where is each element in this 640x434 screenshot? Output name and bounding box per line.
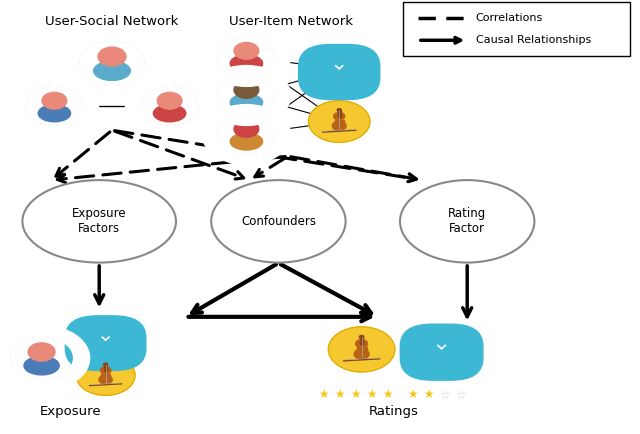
- Bar: [335, 120, 344, 123]
- Circle shape: [308, 101, 370, 142]
- Text: Exposure: Exposure: [40, 404, 101, 418]
- Wedge shape: [202, 26, 291, 86]
- Text: Ratings: Ratings: [369, 404, 419, 418]
- Wedge shape: [202, 66, 291, 125]
- Bar: [356, 347, 367, 352]
- Circle shape: [217, 115, 276, 155]
- FancyBboxPatch shape: [403, 2, 630, 56]
- Circle shape: [76, 321, 135, 361]
- Circle shape: [308, 49, 370, 90]
- Circle shape: [234, 121, 259, 137]
- Wedge shape: [0, 326, 90, 391]
- Circle shape: [42, 92, 67, 109]
- Circle shape: [217, 76, 276, 115]
- Circle shape: [408, 327, 475, 372]
- Ellipse shape: [356, 340, 367, 348]
- Text: ★: ★: [350, 388, 360, 401]
- Polygon shape: [451, 348, 458, 355]
- Circle shape: [140, 86, 199, 126]
- Bar: [104, 365, 107, 371]
- Wedge shape: [202, 105, 291, 164]
- Circle shape: [104, 363, 108, 366]
- Text: Correlations: Correlations: [476, 13, 543, 23]
- Ellipse shape: [99, 375, 112, 384]
- Ellipse shape: [230, 133, 262, 150]
- Polygon shape: [425, 348, 432, 355]
- Circle shape: [360, 335, 364, 339]
- Circle shape: [217, 36, 276, 76]
- Circle shape: [337, 108, 341, 112]
- Text: Rating
Factor: Rating Factor: [448, 207, 486, 235]
- Ellipse shape: [332, 121, 346, 131]
- Polygon shape: [324, 68, 331, 75]
- Text: ★: ★: [382, 388, 392, 401]
- Ellipse shape: [354, 349, 369, 359]
- Circle shape: [25, 86, 84, 126]
- Ellipse shape: [100, 367, 111, 374]
- Wedge shape: [125, 76, 214, 136]
- Circle shape: [79, 40, 145, 85]
- FancyBboxPatch shape: [299, 45, 380, 99]
- Text: ★: ★: [424, 388, 434, 401]
- Polygon shape: [114, 339, 120, 345]
- Ellipse shape: [24, 356, 60, 375]
- Text: ☆: ☆: [440, 388, 450, 401]
- Circle shape: [157, 92, 182, 109]
- Text: ★: ★: [318, 388, 328, 401]
- Text: Exposure
Factors: Exposure Factors: [72, 207, 127, 235]
- Circle shape: [234, 43, 259, 59]
- FancyBboxPatch shape: [65, 316, 146, 371]
- Ellipse shape: [38, 105, 70, 122]
- Ellipse shape: [154, 105, 186, 122]
- Circle shape: [234, 82, 259, 98]
- Text: User-Item Network: User-Item Network: [229, 15, 353, 28]
- Ellipse shape: [93, 61, 131, 80]
- Bar: [360, 337, 364, 344]
- Text: ★: ★: [334, 388, 344, 401]
- Bar: [337, 110, 341, 117]
- Circle shape: [10, 336, 74, 380]
- Circle shape: [328, 327, 395, 372]
- Circle shape: [76, 355, 135, 395]
- Ellipse shape: [22, 180, 176, 263]
- Wedge shape: [10, 76, 99, 136]
- Ellipse shape: [230, 94, 262, 111]
- Circle shape: [98, 47, 126, 66]
- Ellipse shape: [230, 55, 262, 72]
- Text: User-Social Network: User-Social Network: [45, 15, 179, 28]
- Ellipse shape: [211, 180, 346, 263]
- Bar: [101, 374, 110, 377]
- Text: ☆: ☆: [456, 388, 466, 401]
- Ellipse shape: [400, 180, 534, 263]
- Text: ★: ★: [366, 388, 376, 401]
- Text: Confounders: Confounders: [241, 215, 316, 228]
- Wedge shape: [62, 29, 162, 97]
- Polygon shape: [348, 68, 355, 75]
- Text: ★: ★: [408, 388, 418, 401]
- Text: Causal Relationships: Causal Relationships: [476, 35, 591, 45]
- FancyBboxPatch shape: [400, 324, 483, 380]
- Circle shape: [28, 343, 55, 361]
- Polygon shape: [91, 339, 97, 345]
- Ellipse shape: [333, 112, 345, 120]
